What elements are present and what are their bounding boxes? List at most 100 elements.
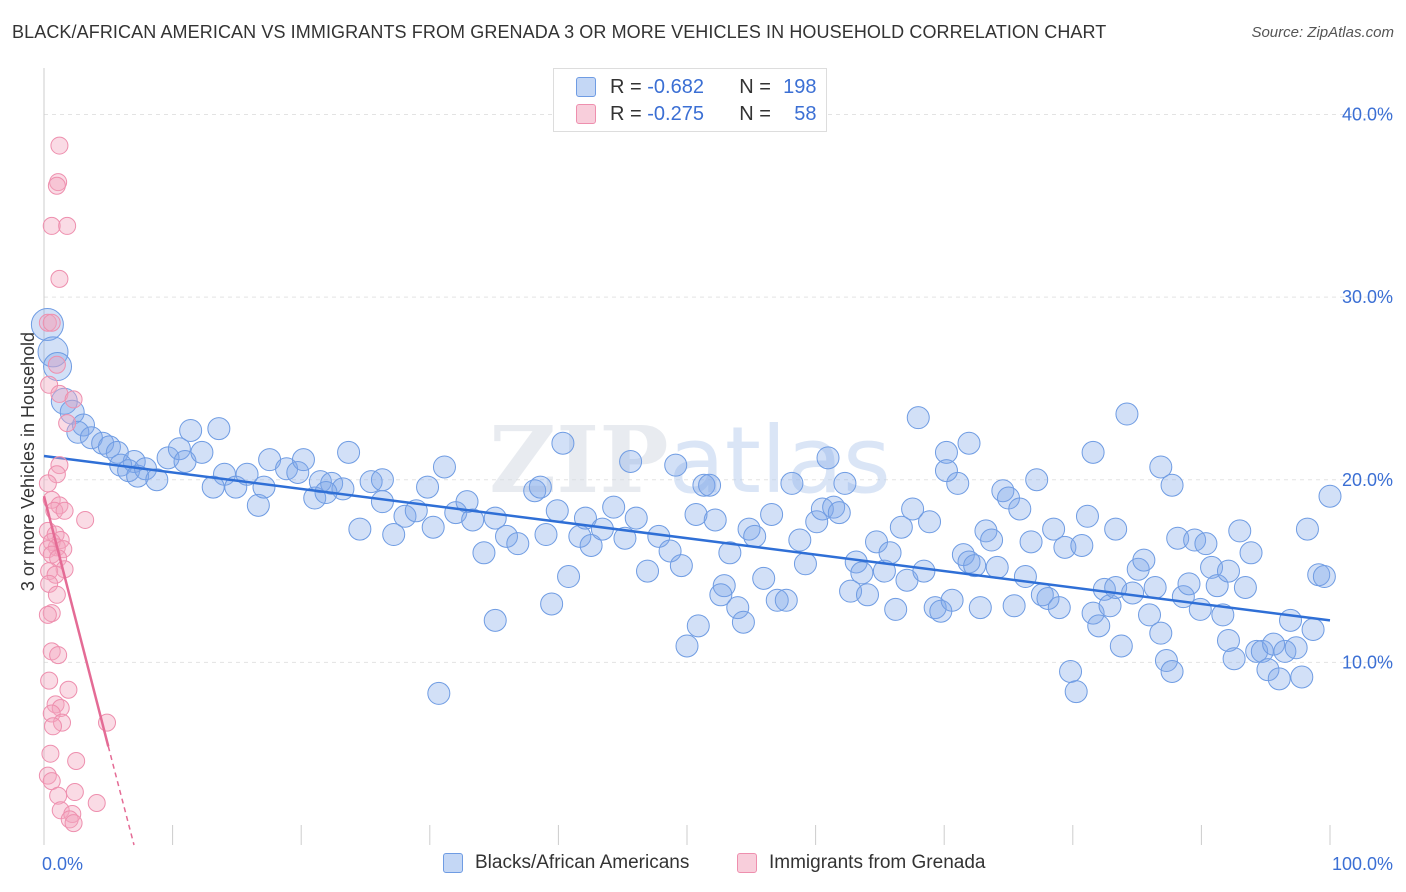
series-legend-item-grenada: Immigrants from Grenada bbox=[737, 852, 985, 874]
blacks-data-point bbox=[432, 455, 456, 479]
blacks-data-point bbox=[1059, 660, 1083, 684]
grenada-data-point bbox=[49, 646, 68, 665]
blacks-data-point bbox=[709, 583, 733, 607]
blacks-data-point bbox=[1053, 535, 1077, 559]
blacks-trend-line bbox=[43, 454, 1331, 622]
blacks-data-point bbox=[370, 490, 394, 514]
blacks-data-point bbox=[1154, 649, 1178, 673]
blacks-data-point bbox=[1290, 665, 1314, 689]
blacks-data-point bbox=[534, 523, 558, 547]
correlation-legend: R = -0.682 N = 198 R = -0.275 N = 58 bbox=[553, 68, 827, 132]
blacks-data-point bbox=[1002, 594, 1026, 618]
blacks-data-point bbox=[619, 450, 643, 473]
blacks-data-point bbox=[968, 596, 992, 620]
blacks-data-point bbox=[1115, 402, 1139, 426]
blacks-data-point bbox=[1013, 565, 1037, 589]
blacks-data-point bbox=[1262, 632, 1286, 656]
blacks-data-point bbox=[167, 437, 191, 461]
blacks-data-point bbox=[1042, 517, 1066, 541]
blacks-data-point bbox=[1104, 517, 1128, 541]
grenada-data-point bbox=[50, 269, 69, 288]
series-legend: Blacks/African Americans Immigrants from… bbox=[0, 852, 1406, 878]
blacks-data-point bbox=[30, 308, 64, 342]
y-tick-label: 30.0% bbox=[1342, 287, 1393, 307]
watermark: ZIPatlas bbox=[489, 406, 891, 514]
blacks-data-point bbox=[918, 510, 942, 534]
blacks-data-point bbox=[235, 462, 259, 486]
blacks-data-point bbox=[201, 475, 225, 499]
blacks-data-point bbox=[66, 420, 90, 444]
grenada-trend-line bbox=[42, 495, 110, 747]
source-label: Source: ZipAtlas.com bbox=[1251, 24, 1394, 41]
grenada-data-point bbox=[40, 375, 59, 394]
grenada-data-point bbox=[38, 474, 57, 493]
grenada-data-point bbox=[40, 671, 59, 690]
blacks-data-point bbox=[1143, 576, 1167, 600]
grenada-data-point bbox=[58, 414, 77, 433]
blacks-data-point bbox=[613, 526, 637, 550]
blacks-data-point bbox=[934, 459, 958, 483]
blacks-data-point bbox=[1075, 504, 1099, 528]
blacks-data-point bbox=[1138, 603, 1162, 627]
blacks-data-point bbox=[179, 418, 203, 442]
blacks-data-point bbox=[252, 475, 276, 499]
blacks-data-point bbox=[1211, 603, 1235, 627]
grenada-data-point bbox=[50, 384, 69, 403]
grenada-data-point bbox=[51, 699, 70, 718]
blacks-data-point bbox=[1216, 559, 1240, 583]
blacks-data-point bbox=[1295, 517, 1319, 541]
legend-r-label: R = bbox=[610, 75, 642, 98]
blacks-data-point bbox=[337, 440, 361, 464]
blacks-data-point bbox=[79, 426, 103, 450]
grenada-trend-extension bbox=[107, 746, 135, 846]
grenada-data-point bbox=[47, 465, 66, 484]
grenada-data-point bbox=[67, 751, 86, 770]
blacks-data-point bbox=[1087, 614, 1111, 638]
chart-title: BLACK/AFRICAN AMERICAN VS IMMIGRANTS FRO… bbox=[12, 22, 1107, 42]
blacks-data-point bbox=[889, 515, 913, 539]
blacks-data-point bbox=[957, 431, 981, 455]
legend-r-label: R = bbox=[610, 102, 642, 125]
blacks-data-point bbox=[545, 499, 569, 523]
blacks-data-point bbox=[752, 566, 776, 590]
blacks-data-point bbox=[602, 495, 626, 519]
blacks-data-point bbox=[1250, 639, 1274, 663]
grenada-data-point bbox=[53, 713, 72, 732]
grenada-data-point bbox=[42, 313, 61, 332]
blacks-data-point bbox=[145, 468, 169, 492]
blacks-data-point bbox=[675, 634, 699, 658]
blacks-data-point bbox=[557, 565, 581, 589]
blacks-data-point bbox=[1160, 473, 1184, 497]
grenada-data-point bbox=[42, 704, 61, 723]
blacks-data-point bbox=[348, 517, 372, 541]
blacks-data-point bbox=[286, 460, 310, 484]
grenada-data-point bbox=[41, 744, 60, 763]
grenada-data-point bbox=[55, 501, 74, 520]
blacks-data-point bbox=[703, 508, 727, 532]
blacks-data-point bbox=[1081, 440, 1105, 464]
blacks-data-point bbox=[980, 528, 1004, 552]
blacks-data-point bbox=[427, 681, 451, 705]
blacks-data-point bbox=[1047, 596, 1071, 620]
grenada-data-point bbox=[38, 605, 57, 624]
blacks-data-point bbox=[712, 574, 736, 598]
grenada-data-point bbox=[44, 717, 63, 736]
blacks-data-point bbox=[774, 588, 798, 612]
blacks-data-point bbox=[540, 592, 564, 616]
blacks-data-point bbox=[1312, 565, 1336, 589]
legend-r-value: -0.275 bbox=[647, 102, 704, 125]
grenada-data-point bbox=[46, 695, 65, 714]
blacks-data-point bbox=[1070, 534, 1094, 558]
blacks-data-point bbox=[901, 497, 925, 521]
y-tick-label: 10.0% bbox=[1342, 652, 1393, 672]
blacks-data-point bbox=[833, 471, 857, 495]
grenada-data-point bbox=[58, 216, 77, 235]
blacks-data-point bbox=[1233, 576, 1257, 600]
blacks-data-point bbox=[1177, 572, 1201, 596]
series-swatch-grenada bbox=[737, 853, 757, 873]
blacks-data-point bbox=[698, 473, 722, 497]
blacks-data-point bbox=[718, 541, 742, 565]
blacks-data-point bbox=[912, 559, 936, 583]
blacks-data-point bbox=[692, 473, 716, 497]
